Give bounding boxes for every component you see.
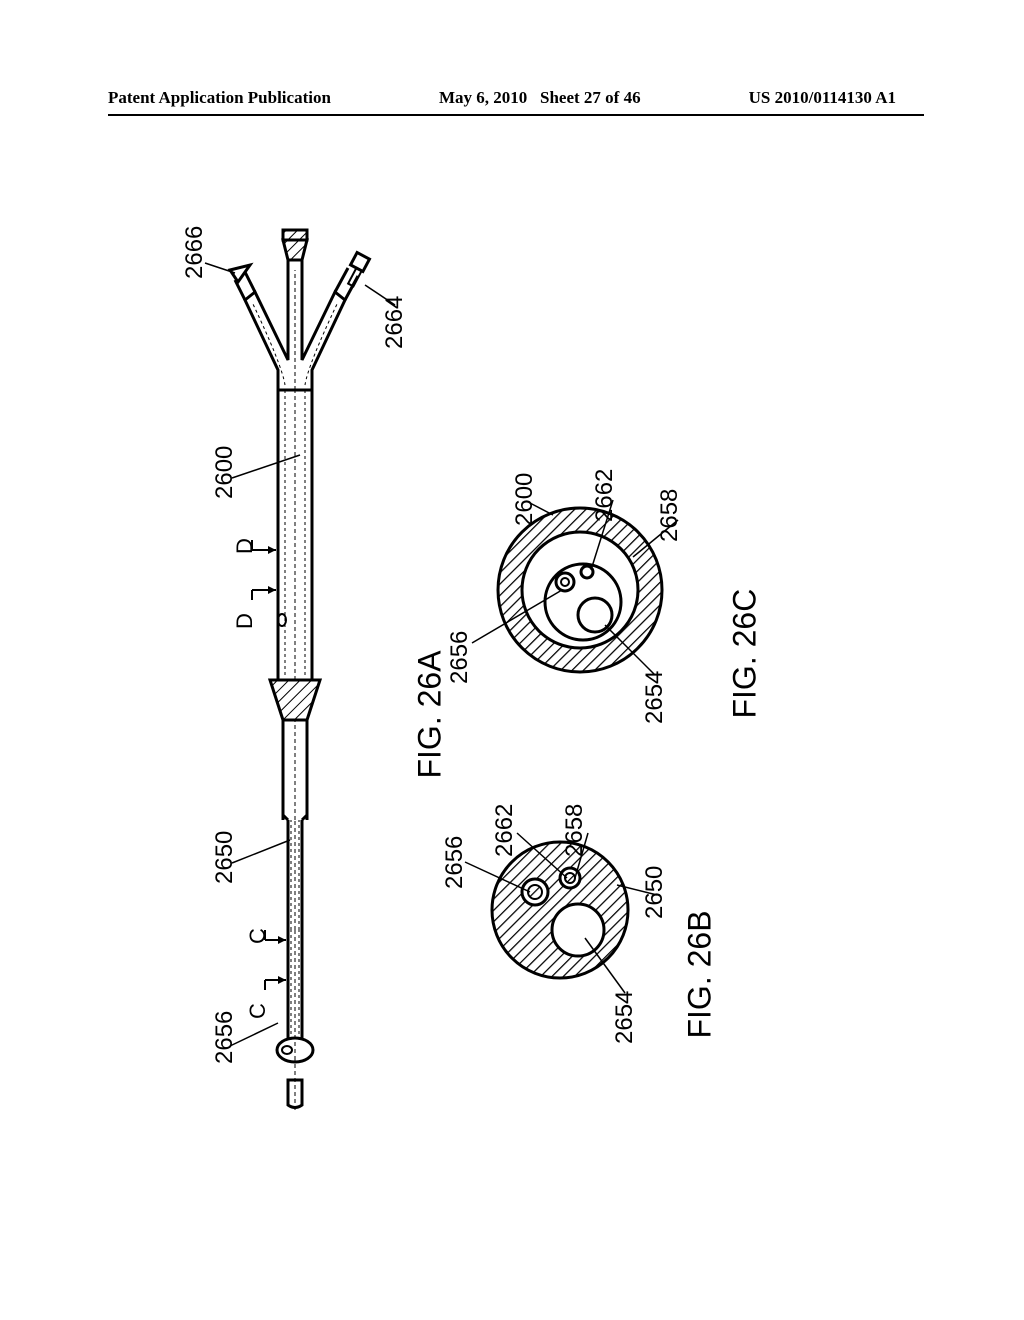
leader-2600-c — [527, 500, 557, 520]
leader-2654-b — [580, 933, 630, 998]
leader-2666 — [200, 258, 240, 278]
header-date-sheet: May 6, 2010 Sheet 27 of 46 — [439, 88, 641, 108]
section-d2: D — [232, 613, 258, 629]
header-publication: Patent Application Publication — [108, 88, 331, 108]
patent-header: Patent Application Publication May 6, 20… — [0, 88, 1024, 108]
leader-2664 — [360, 280, 400, 310]
leader-2650-b — [612, 880, 662, 900]
leader-2658-c — [630, 515, 680, 560]
leader-2656-c — [467, 585, 567, 645]
section-c2: C — [245, 1003, 271, 1019]
header-patent-number: US 2010/0114130 A1 — [749, 88, 896, 108]
fig-26c-label: FIG. 26C — [727, 589, 764, 719]
fig-26b-label: FIG. 26B — [682, 910, 719, 1038]
header-divider — [108, 114, 924, 116]
leader-2654-c — [600, 620, 660, 680]
figure-container: 2656 2650 C C 2600 D D 2666 2664 FIG. 26… — [0, 180, 1024, 1320]
section-d1: D — [232, 538, 258, 554]
leader-2650-a — [222, 835, 292, 865]
leader-2662-c — [588, 495, 618, 573]
leader-2656-a — [220, 1018, 280, 1048]
ref-2654-b: 2654 — [611, 991, 639, 1044]
leader-2600-a — [222, 450, 302, 480]
leader-2658-b — [570, 828, 600, 883]
section-c1: C — [245, 928, 271, 944]
fig-26a-label: FIG. 26A — [412, 650, 449, 778]
